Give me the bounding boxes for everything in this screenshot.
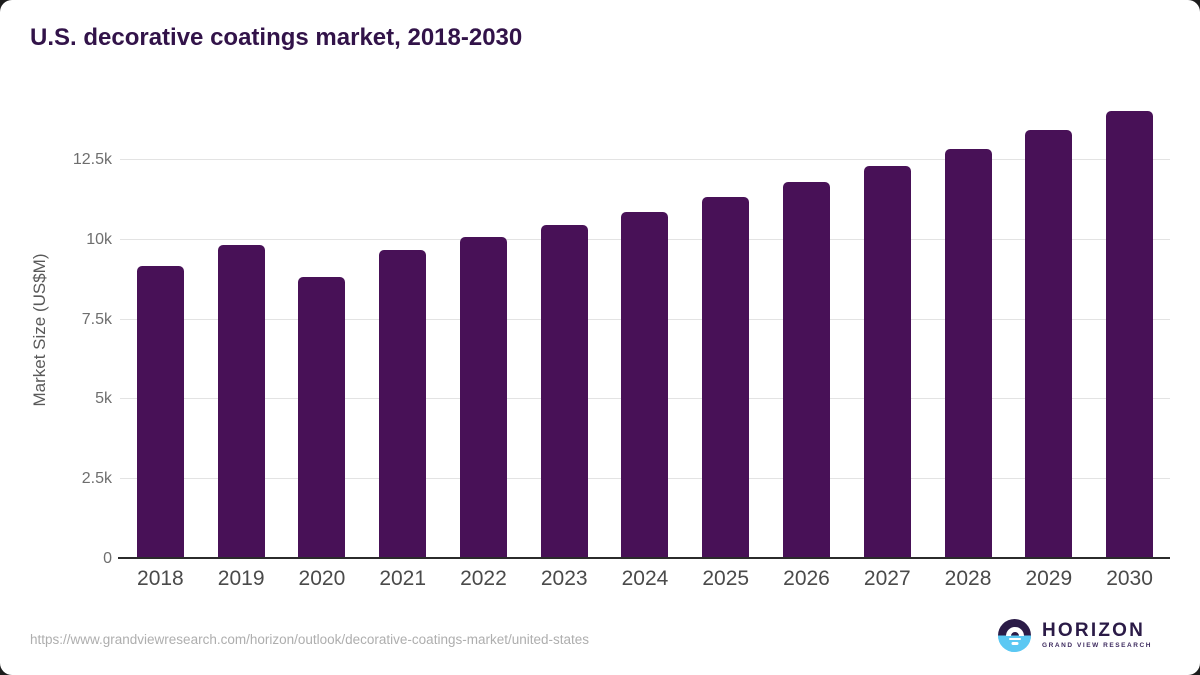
bar-2026[interactable] <box>783 182 830 559</box>
y-tick-12.5k: 12.5k <box>72 151 112 168</box>
x-tick-2024: 2024 <box>621 567 669 590</box>
y-tick-0: 0 <box>103 550 112 567</box>
logo-text: HORIZON GRAND VIEW RESEARCH <box>1042 621 1152 650</box>
logo-reflection-dash <box>1008 637 1021 640</box>
x-tick-2023: 2023 <box>540 567 588 590</box>
bar-2025[interactable] <box>702 197 750 559</box>
x-tick-2019: 2019 <box>217 567 265 590</box>
bar-2023[interactable] <box>540 225 588 559</box>
bar-2022[interactable] <box>459 236 507 559</box>
x-tick-2028: 2028 <box>944 567 992 590</box>
bar-2029[interactable] <box>1025 130 1073 559</box>
x-tick-2029: 2029 <box>1025 567 1073 590</box>
logo-reflection-dash <box>1011 642 1019 645</box>
logo-title: HORIZON <box>1042 620 1146 642</box>
y-tick-7.5k: 7.5k <box>81 310 112 328</box>
y-tick-2.5k: 2.5k <box>81 470 112 488</box>
x-axis-line <box>118 557 1170 559</box>
logo-subtitle: GRAND VIEW RESEARCH <box>1042 642 1152 650</box>
x-tick-2018: 2018 <box>137 567 184 590</box>
source-url: https://www.grandviewresearch.com/horizo… <box>30 632 590 647</box>
x-tick-2022: 2022 <box>460 567 507 590</box>
chart-title: U.S. decorative coatings market, 2018-20… <box>30 24 523 51</box>
bar-2018[interactable] <box>136 265 184 559</box>
bar-2028[interactable] <box>944 149 992 559</box>
y-tick-5k: 5k <box>95 390 112 408</box>
gridline-12.5k <box>120 159 1170 161</box>
bar-2021[interactable] <box>379 250 427 559</box>
bar-2030[interactable] <box>1106 111 1154 559</box>
x-tick-2021: 2021 <box>379 567 427 590</box>
horizon-logo[interactable]: HORIZON GRAND VIEW RESEARCH <box>998 619 1152 652</box>
bars-group <box>120 100 1170 559</box>
x-tick-2030: 2030 <box>1106 567 1153 590</box>
horizon-sunset-icon <box>998 619 1032 652</box>
x-tick-2027: 2027 <box>863 567 911 590</box>
y-tick-10k: 10k <box>86 230 112 248</box>
bar-2020[interactable] <box>298 277 346 559</box>
x-tick-2025: 2025 <box>702 567 750 590</box>
bar-2027[interactable] <box>863 166 911 559</box>
x-tick-2020: 2020 <box>298 567 346 590</box>
x-tick-2026: 2026 <box>783 567 830 590</box>
plot-area <box>120 100 1170 559</box>
x-axis-ticks: 2018 2019 2020 2021 2022 2023 2024 2025 2026 2027… <box>120 567 1170 591</box>
bar-2019[interactable] <box>217 244 265 559</box>
bar-2024[interactable] <box>621 212 669 559</box>
y-axis-ticks: 0 2.5k 5k 7.5k 10k 12.5k <box>0 100 112 567</box>
